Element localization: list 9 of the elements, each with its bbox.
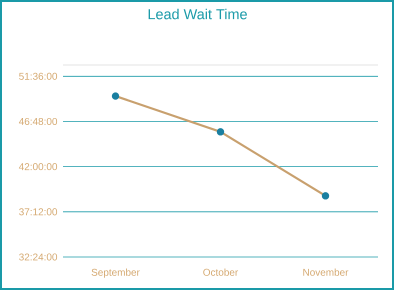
x-tick-label: September [92, 268, 140, 278]
y-tick-label: 51:36:00 [19, 72, 58, 80]
x-tick-label: November [303, 268, 348, 276]
chart-title: Lead Wait Time [148, 8, 247, 20]
x-tick-label: October [203, 268, 238, 276]
y-tick-label: 42:00:00 [18, 163, 58, 170]
y-tick-label: 46:48:00 [18, 118, 58, 125]
y-tick-label: 37:12:00 [19, 208, 58, 216]
y-tick-label: 32:24:00 [19, 253, 58, 261]
